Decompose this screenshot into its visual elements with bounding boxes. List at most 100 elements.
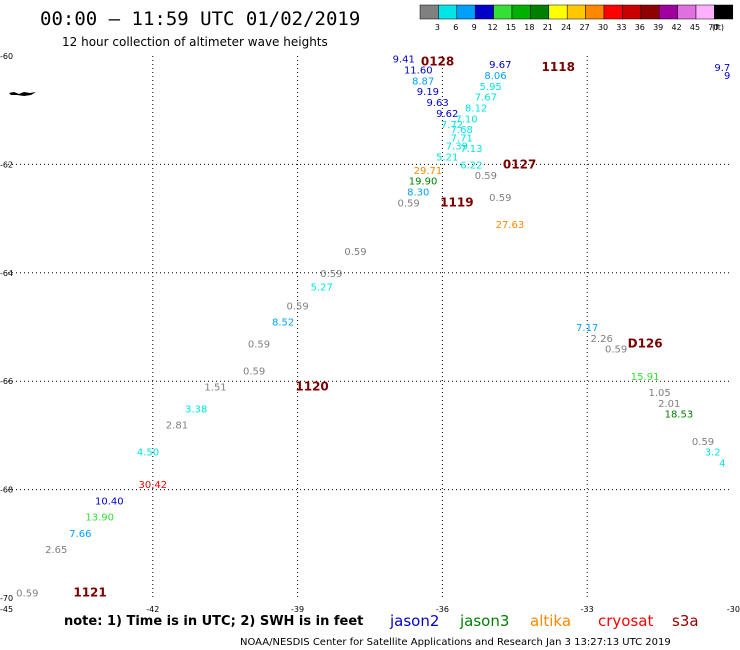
wave-height-value: 10.40 [95, 496, 124, 507]
legend-swatch [566, 4, 586, 20]
wave-height-value: 5.27 [311, 282, 333, 293]
legend-bin-label: 45 [690, 23, 700, 32]
legend-bin-label: 30 [598, 23, 608, 32]
wave-height-value: 0.59 [286, 301, 308, 312]
legend-bin-label: 6 [453, 23, 458, 32]
legend-swatch [640, 4, 660, 20]
wave-height-value: 0.59 [243, 366, 265, 377]
wave-height-value: 2.01 [658, 399, 680, 410]
wave-height-value: 5.95 [480, 82, 502, 93]
wave-height-value: 0.59 [344, 247, 366, 258]
x-tick-label: -36 [436, 605, 449, 614]
wave-height-value: 7.71 [451, 133, 473, 144]
legend-bin-label: 15 [506, 23, 516, 32]
legend-bin-label: 9 [472, 23, 477, 32]
y-tick-label: -68 [0, 486, 13, 495]
legend-swatch [511, 4, 531, 20]
legend-bin-label: 36 [635, 23, 645, 32]
wave-height-value: 9.41 [393, 55, 415, 66]
wave-height-value: 8.12 [465, 103, 487, 114]
legend-swatch [677, 4, 697, 20]
wave-height-legend: 3 6 9 12 15 18 21 24 27 30 33 36 39 42 45 70 [419, 4, 734, 32]
legend-swatch [419, 4, 439, 20]
y-tick-label: -70 [0, 594, 13, 603]
legend-swatch [585, 4, 605, 20]
wave-height-value: 9.19 [417, 87, 439, 98]
legend-swatch [493, 4, 513, 20]
mission-name: jason3 [459, 612, 509, 630]
wave-height-value: 7.66 [69, 529, 91, 540]
wave-height-value: 8.52 [272, 318, 294, 329]
x-axis-ticks: -45 -42 -39 -36 -33 -30 [0, 605, 740, 614]
mission-name: cryosat [598, 612, 653, 630]
legend-bin-label: 3 [435, 23, 440, 32]
wave-height-value: 9.63 [426, 98, 448, 109]
legend-swatch [438, 4, 458, 20]
wave-height-value: 2.81 [166, 421, 188, 432]
wave-height-value: 3.2 [705, 448, 721, 459]
x-tick-label: -39 [291, 605, 304, 614]
legend-swatch [622, 4, 642, 20]
legend-bin-label: 39 [653, 23, 663, 32]
x-tick-label: -42 [146, 605, 159, 614]
legend-bin-label: 12 [488, 23, 498, 32]
wave-height-value: 8.30 [407, 188, 429, 199]
grid [8, 56, 732, 598]
wave-height-value: 7.72 [441, 120, 463, 131]
legend-bin-label: 24 [561, 23, 571, 32]
y-axis-ticks: -60 -62 -64 -66 -68 -70 [0, 52, 13, 603]
wave-height-value: 9 [724, 71, 730, 82]
legend-swatch [658, 4, 678, 20]
legend-bin-label: 42 [672, 23, 682, 32]
legend-unit: (ft) [712, 23, 724, 32]
wave-height-value: 0.59 [397, 198, 419, 209]
x-tick-label: -33 [581, 605, 594, 614]
x-tick-label: -30 [727, 605, 740, 614]
plot-area: -60 -62 -64 -66 -68 -70 -45 -42 -39 -36 -33 -30 9.… [0, 52, 740, 614]
legend-bin-label: 33 [616, 23, 626, 32]
legend-bin-label: 27 [580, 23, 590, 32]
coastline-island [9, 92, 36, 96]
wave-height-value: 7.39 [446, 141, 468, 152]
wave-height-value: 7.68 [451, 125, 473, 136]
wave-height-value: 4 [719, 459, 725, 470]
pass-label: 0127 [503, 157, 536, 171]
mission-legend: jason2 jason3 altika cryosat s3a [389, 612, 699, 630]
wave-height-points: 9.4111.608.879.199.639.629.678.065.957.6… [16, 55, 730, 600]
wave-height-value: 0.59 [475, 171, 497, 182]
wave-height-value: 0.59 [489, 193, 511, 204]
mission-name: s3a [672, 612, 699, 630]
wave-height-value: 2.26 [591, 334, 613, 345]
legend-swatch [530, 4, 550, 20]
wave-height-value: 11.60 [404, 66, 433, 77]
wave-height-value: 8.87 [412, 76, 434, 87]
legend-swatch [474, 4, 494, 20]
legend-swatch [456, 4, 476, 20]
pass-label: 1120 [295, 380, 328, 394]
wave-height-value: 5.21 [436, 152, 458, 163]
mission-name: jason2 [389, 612, 439, 630]
legend-bin-label: 18 [524, 23, 534, 32]
y-tick-label: -62 [0, 160, 13, 169]
footer-note: note: 1) Time is in UTC; 2) SWH is in fe… [64, 614, 363, 629]
y-tick-label: -60 [0, 52, 13, 61]
wave-height-value: 1.05 [648, 388, 670, 399]
wave-height-value: 3.38 [185, 404, 207, 415]
wave-height-value: 0.59 [320, 269, 342, 280]
wave-height-value: 15.91 [631, 372, 660, 383]
wave-height-value: 7.13 [460, 144, 482, 155]
wave-height-value: 0.59 [16, 589, 38, 600]
wave-height-value: 9.7 [714, 63, 730, 74]
pass-labels: 0128 1118 0127 1119 D126 1120 1121 [73, 54, 662, 599]
legend-swatch [603, 4, 623, 20]
wave-height-value: 9.67 [489, 60, 511, 71]
wave-height-value: 0.59 [605, 345, 627, 356]
wave-height-value: 13.90 [85, 513, 114, 524]
wave-height-value: 0.59 [248, 339, 270, 350]
wave-height-value: 7.10 [455, 114, 477, 125]
wave-height-value: 30.42 [138, 480, 167, 491]
legend-bin-label: 70 [708, 23, 718, 32]
wave-height-value: 27.63 [496, 220, 525, 231]
wave-height-value: 6.22 [460, 160, 482, 171]
